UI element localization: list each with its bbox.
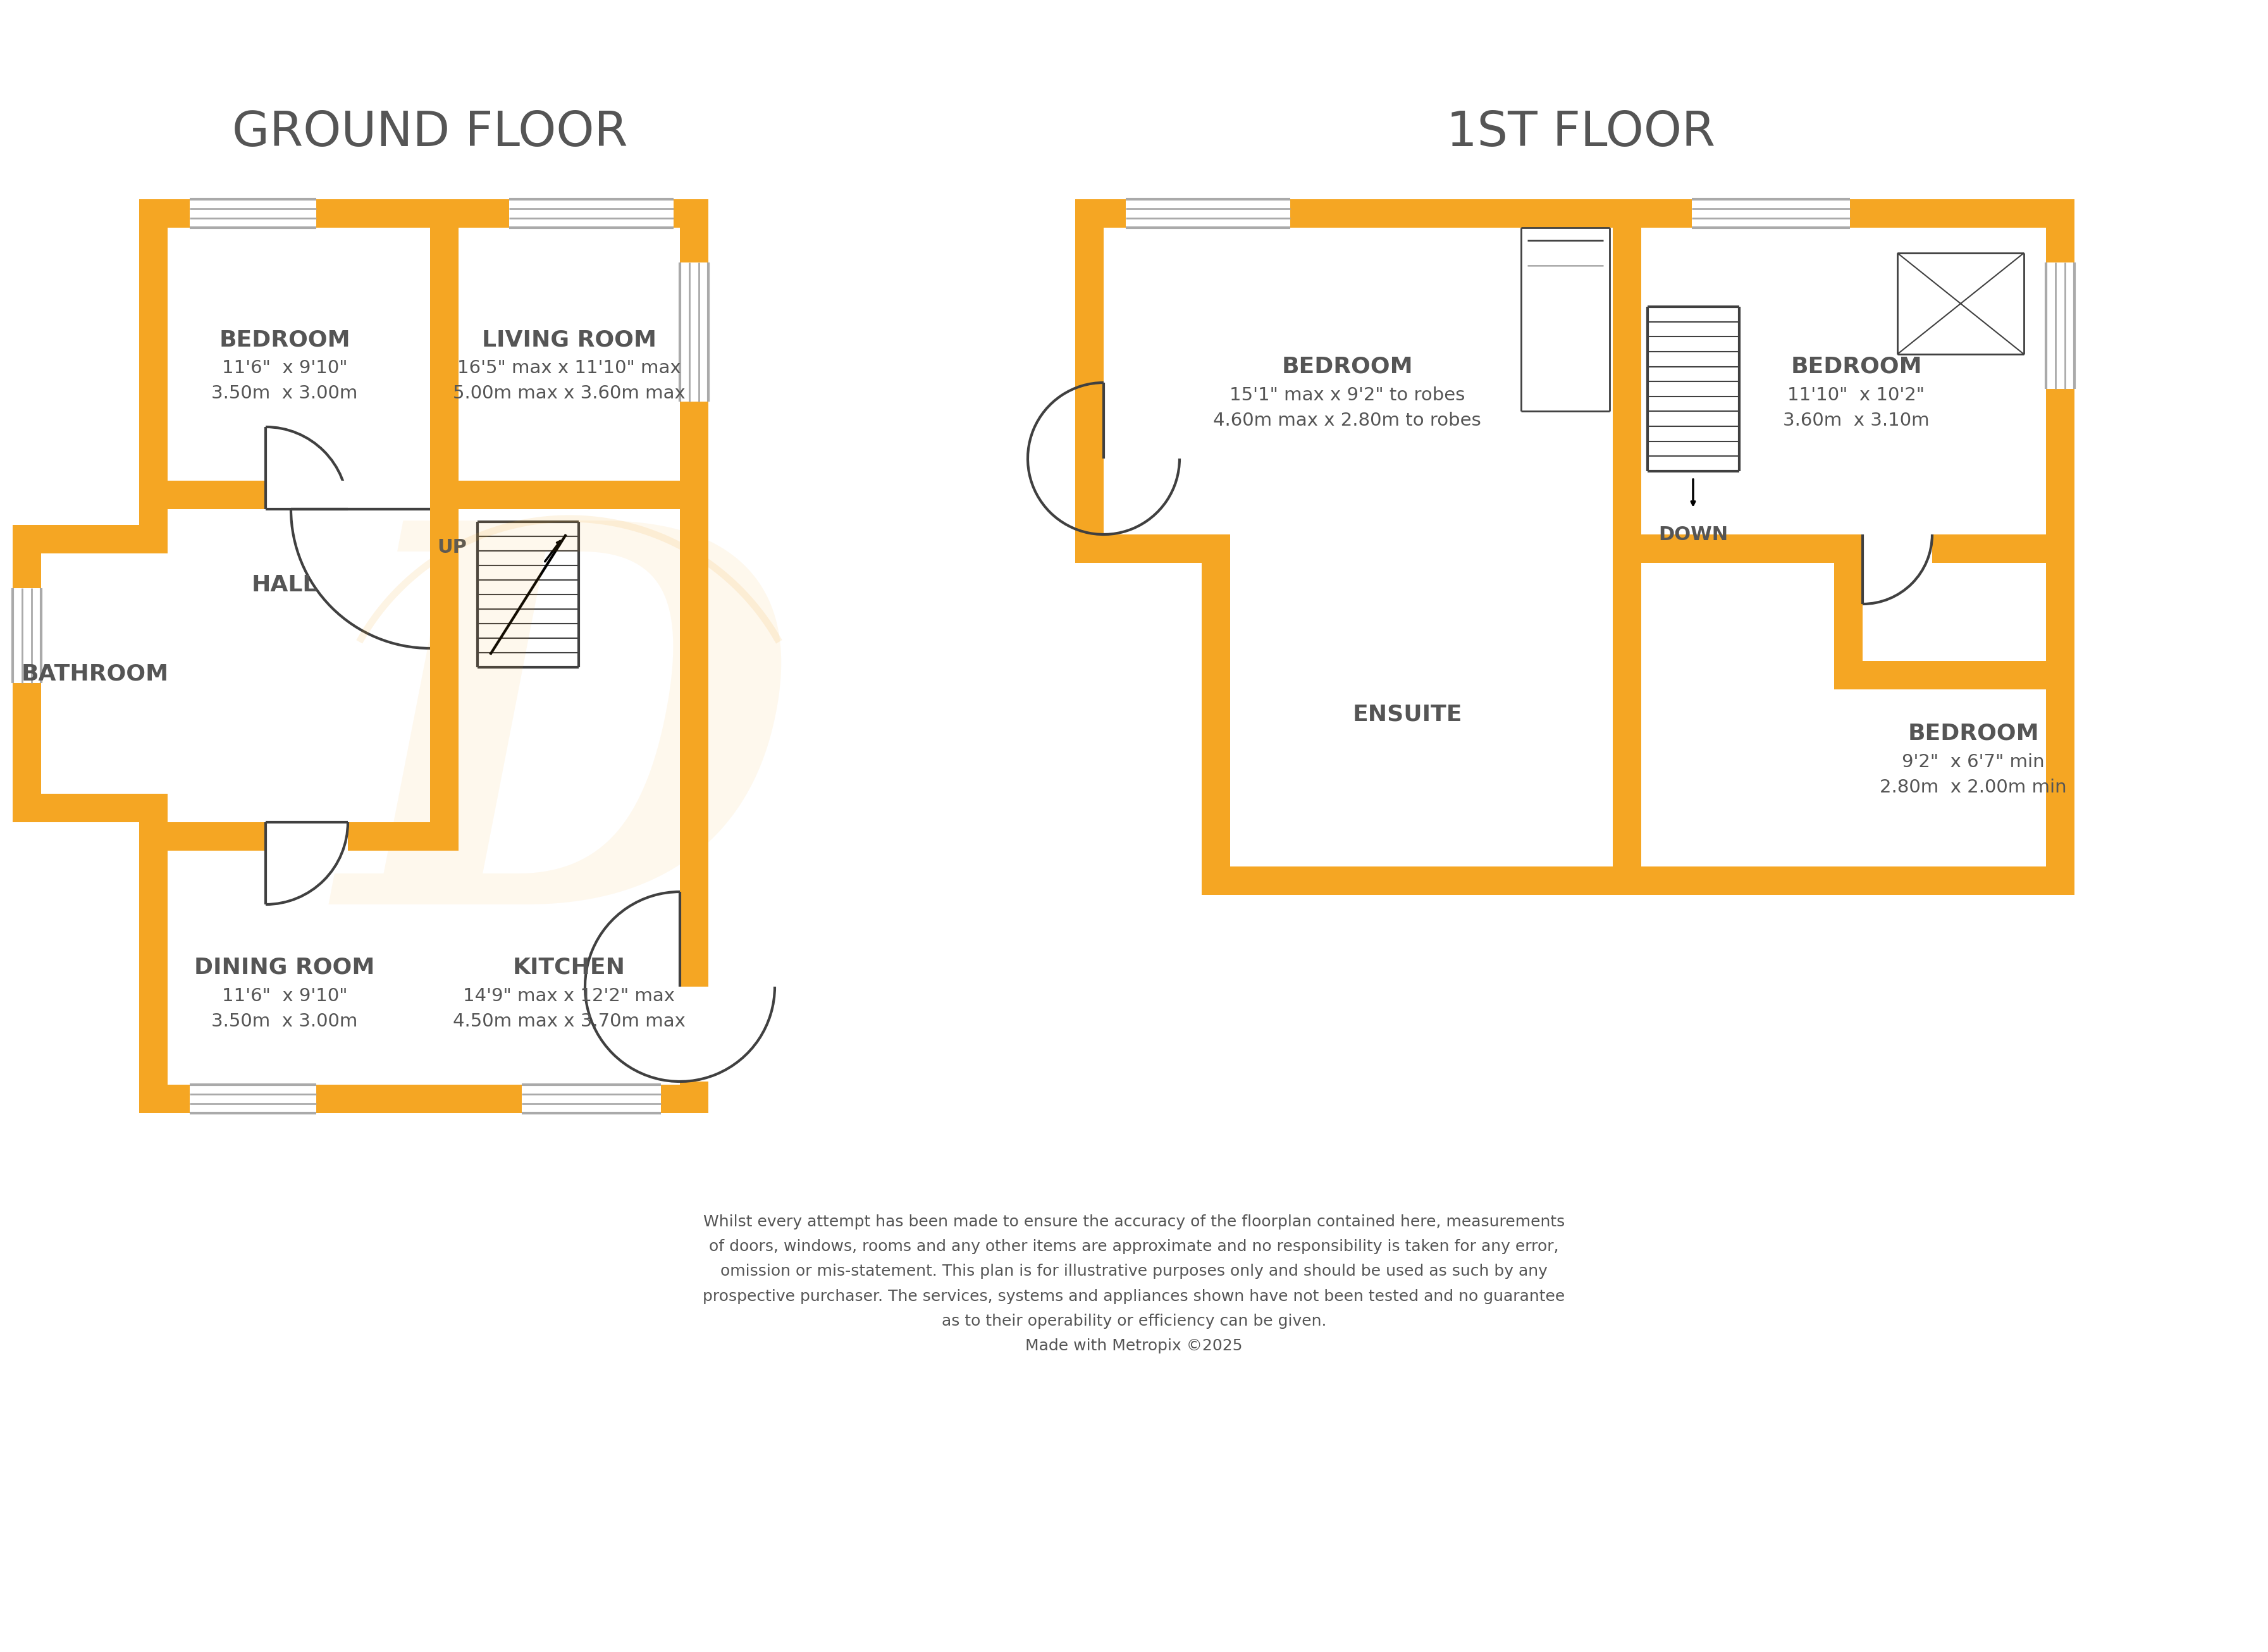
Bar xyxy=(191,200,315,228)
Bar xyxy=(290,481,431,509)
Text: BEDROOM: BEDROOM xyxy=(1792,357,1921,378)
Text: 11'10"  x 10'2": 11'10" x 10'2" xyxy=(1787,387,1926,405)
Bar xyxy=(1862,535,1932,563)
Text: BEDROOM: BEDROOM xyxy=(1907,724,2039,745)
Bar xyxy=(265,823,347,851)
Bar xyxy=(1202,867,1613,895)
Bar xyxy=(431,481,458,851)
Text: 3.60m  x 3.10m: 3.60m x 3.10m xyxy=(1783,411,1930,430)
Bar xyxy=(1692,200,1851,228)
Bar xyxy=(1125,200,1290,228)
Text: KITCHEN: KITCHEN xyxy=(513,957,626,978)
Text: 14'9" max x 12'2" max: 14'9" max x 12'2" max xyxy=(463,988,676,1004)
Bar xyxy=(265,481,347,509)
Bar xyxy=(138,200,168,525)
Text: 2.80m  x 2.00m min: 2.80m x 2.00m min xyxy=(1880,778,2066,796)
Bar xyxy=(680,200,708,1113)
Bar xyxy=(14,525,168,553)
Text: Whilst every attempt has been made to ensure the accuracy of the floorplan conta: Whilst every attempt has been made to en… xyxy=(703,1214,1565,1353)
Bar xyxy=(1105,459,1179,487)
Text: HALL: HALL xyxy=(252,575,318,596)
Text: 4.50m max x 3.70m max: 4.50m max x 3.70m max xyxy=(454,1013,685,1031)
Text: 11'6"  x 9'10": 11'6" x 9'10" xyxy=(222,358,347,377)
Bar xyxy=(1642,535,2075,563)
Text: 1ST FLOOR: 1ST FLOOR xyxy=(1447,109,1715,157)
Bar xyxy=(14,588,41,682)
Bar xyxy=(431,200,458,509)
Text: BEDROOM: BEDROOM xyxy=(220,329,349,350)
Text: ENSUITE: ENSUITE xyxy=(1352,704,1463,725)
Bar xyxy=(2046,200,2075,895)
Text: D: D xyxy=(340,504,798,1014)
Text: 4.60m max x 2.80m to robes: 4.60m max x 2.80m to robes xyxy=(1213,411,1481,430)
Bar xyxy=(680,986,708,1082)
Bar xyxy=(1613,867,2075,895)
Text: 16'5" max x 11'10" max: 16'5" max x 11'10" max xyxy=(458,358,680,377)
Bar xyxy=(1075,535,1229,563)
Text: 3.50m  x 3.00m: 3.50m x 3.00m xyxy=(211,385,358,401)
Text: GROUND FLOOR: GROUND FLOOR xyxy=(231,109,628,157)
Bar xyxy=(138,200,708,228)
Bar xyxy=(1075,200,2075,228)
Text: 9'2"  x 6'7" min: 9'2" x 6'7" min xyxy=(1903,753,2046,771)
Bar xyxy=(2046,263,2075,388)
Text: 15'1" max x 9'2" to robes: 15'1" max x 9'2" to robes xyxy=(1229,387,1465,405)
Bar xyxy=(522,1085,660,1113)
Bar xyxy=(508,200,674,228)
Bar xyxy=(680,263,708,401)
Text: DOWN: DOWN xyxy=(1658,525,1728,544)
Text: UP: UP xyxy=(438,539,467,557)
Bar xyxy=(1229,563,1259,639)
Bar xyxy=(1835,563,1862,661)
Bar xyxy=(138,793,168,1113)
Text: BATHROOM: BATHROOM xyxy=(20,662,168,684)
Bar xyxy=(138,1085,708,1113)
Bar xyxy=(191,1085,315,1113)
Text: LIVING ROOM: LIVING ROOM xyxy=(481,329,655,350)
Text: BEDROOM: BEDROOM xyxy=(1281,357,1413,378)
Text: 11'6"  x 9'10": 11'6" x 9'10" xyxy=(222,988,347,1004)
Text: DINING ROOM: DINING ROOM xyxy=(195,957,374,978)
Bar xyxy=(138,823,458,851)
Bar xyxy=(1075,200,1105,535)
Bar xyxy=(1202,535,1229,895)
Bar xyxy=(14,793,168,823)
Text: 3.50m  x 3.00m: 3.50m x 3.00m xyxy=(211,1013,358,1031)
Text: 5.00m max x 3.60m max: 5.00m max x 3.60m max xyxy=(454,385,685,401)
Bar xyxy=(1835,661,2075,689)
Bar xyxy=(14,525,41,823)
Bar xyxy=(1613,200,1642,895)
Bar xyxy=(138,481,680,509)
